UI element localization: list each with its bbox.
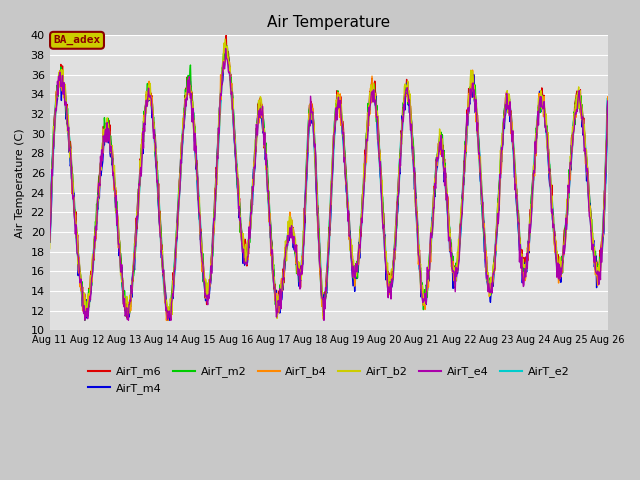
AirT_m6 (492, 230, 500, 236)
AirT_e4 (167, 317, 175, 323)
Text: BA_adex: BA_adex (53, 35, 100, 46)
AirT_e4 (222, 46, 230, 51)
AirT_m2 (104, 122, 111, 128)
AirT_b2 (46, 246, 54, 252)
Line: AirT_m4: AirT_m4 (50, 47, 608, 320)
AirT_e4 (604, 98, 612, 104)
Title: Air Temperature: Air Temperature (267, 15, 390, 30)
AirT_m2 (292, 271, 300, 276)
AirT_b4 (222, 49, 230, 55)
AirT_e2 (492, 239, 500, 245)
AirT_m6 (430, 183, 438, 189)
AirT_b2 (292, 250, 300, 256)
AirT_e2 (292, 259, 300, 264)
AirT_e2 (273, 299, 280, 305)
AirT_e2 (165, 312, 173, 318)
AirT_m2 (221, 40, 229, 46)
AirT_e2 (430, 194, 438, 200)
Line: AirT_m2: AirT_m2 (50, 43, 608, 320)
AirT_b4 (273, 309, 280, 314)
AirT_m6 (604, 96, 612, 102)
AirT_e2 (46, 239, 54, 245)
Line: AirT_b2: AirT_b2 (50, 39, 608, 318)
AirT_b4 (46, 237, 54, 242)
Line: AirT_e2: AirT_e2 (50, 52, 608, 315)
AirT_e4 (430, 205, 438, 211)
AirT_b4 (492, 248, 500, 253)
AirT_m4 (482, 266, 490, 272)
AirT_m4 (604, 96, 612, 102)
AirT_e2 (222, 49, 230, 55)
AirT_b4 (430, 192, 438, 198)
AirT_b2 (273, 315, 281, 321)
AirT_m4 (221, 44, 229, 49)
AirT_m6 (46, 225, 54, 231)
AirT_e2 (482, 258, 490, 264)
AirT_b4 (163, 317, 170, 323)
Y-axis label: Air Temperature (C): Air Temperature (C) (15, 128, 25, 238)
AirT_b4 (292, 260, 300, 265)
AirT_b4 (482, 248, 490, 253)
AirT_m6 (273, 288, 280, 293)
AirT_e4 (103, 137, 111, 143)
Line: AirT_m6: AirT_m6 (50, 36, 608, 318)
AirT_m2 (604, 99, 612, 105)
AirT_e2 (103, 126, 111, 132)
AirT_m4 (292, 259, 300, 264)
AirT_b4 (103, 126, 111, 132)
AirT_b2 (430, 189, 438, 195)
AirT_m6 (482, 259, 490, 265)
AirT_b2 (272, 292, 280, 298)
AirT_b2 (103, 121, 111, 127)
AirT_e4 (46, 240, 54, 245)
AirT_m4 (103, 128, 111, 133)
AirT_m2 (430, 190, 438, 195)
AirT_b4 (604, 94, 612, 100)
Line: AirT_b4: AirT_b4 (50, 52, 608, 320)
Line: AirT_e4: AirT_e4 (50, 48, 608, 320)
AirT_m4 (492, 241, 500, 247)
AirT_m4 (46, 237, 54, 242)
AirT_e4 (482, 262, 490, 268)
AirT_m4 (163, 317, 171, 323)
AirT_m4 (273, 298, 280, 304)
AirT_m2 (46, 239, 54, 244)
AirT_e4 (492, 241, 500, 247)
AirT_b2 (604, 104, 612, 110)
AirT_m2 (492, 235, 500, 241)
AirT_m2 (273, 304, 280, 310)
AirT_m6 (292, 242, 300, 248)
AirT_e4 (273, 314, 280, 320)
AirT_m4 (430, 186, 438, 192)
AirT_b2 (482, 269, 490, 275)
AirT_m6 (123, 315, 131, 321)
AirT_b2 (492, 240, 500, 246)
AirT_m6 (222, 33, 230, 38)
Legend: AirT_m6, AirT_m4, AirT_m2, AirT_b4, AirT_b2, AirT_e4, AirT_e2: AirT_m6, AirT_m4, AirT_m2, AirT_b4, AirT… (84, 362, 573, 398)
AirT_m2 (482, 255, 490, 261)
AirT_m2 (81, 317, 89, 323)
AirT_e4 (292, 256, 300, 262)
AirT_b2 (221, 36, 229, 42)
AirT_m6 (103, 120, 111, 125)
AirT_e2 (604, 96, 612, 102)
